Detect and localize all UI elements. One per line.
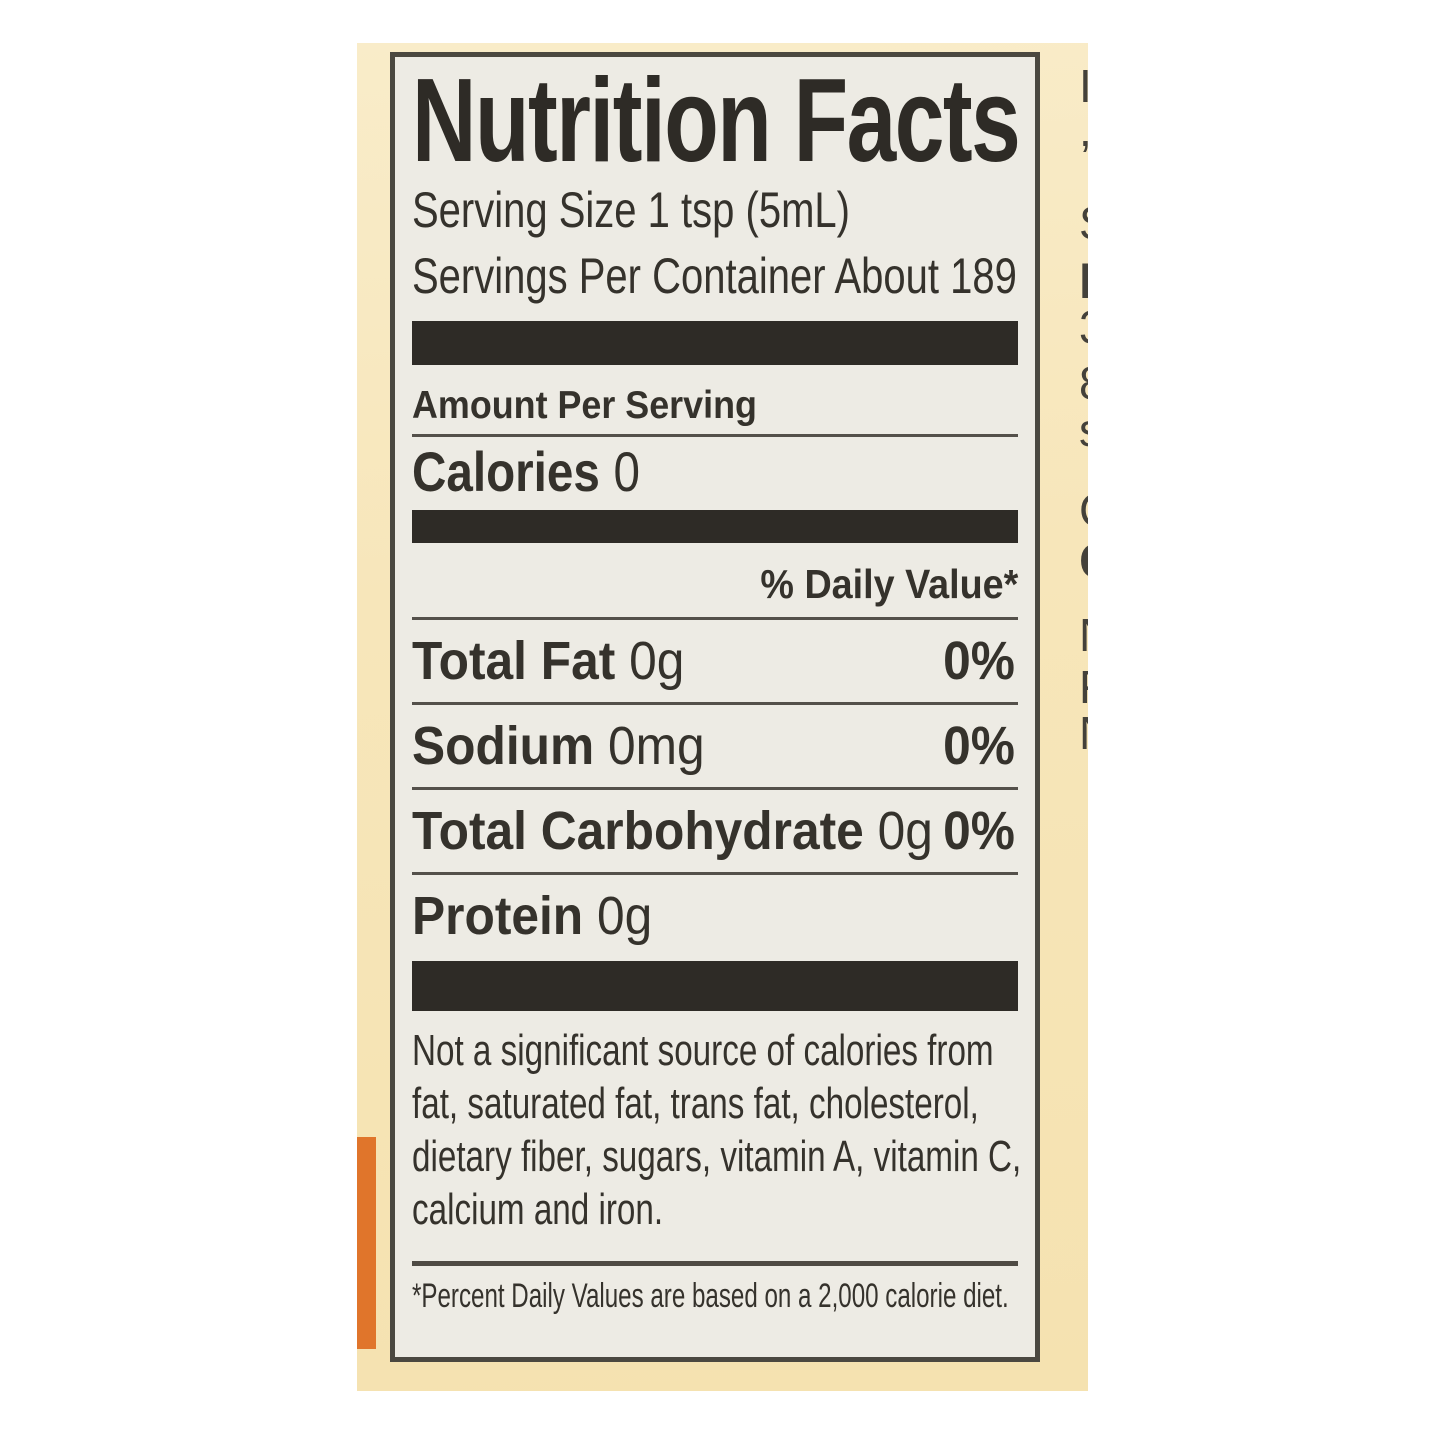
- calories-row: Calories 0: [412, 441, 1018, 503]
- adjacent-panel-edge: I , S I 3 8 s C G N F N: [1079, 43, 1088, 1391]
- nutrient-daily-value: 0%: [943, 631, 1015, 691]
- separator-bar-bottom: [412, 961, 1018, 1011]
- separator-bar-top: [412, 321, 1018, 365]
- nutrient-row-total-fat: Total Fat 0g 0%: [412, 620, 1018, 702]
- cut-off-letter: 8: [1079, 360, 1088, 406]
- cut-off-letter: 3: [1079, 304, 1088, 350]
- nutrient-row-sodium: Sodium 0mg 0%: [412, 705, 1018, 787]
- nutrient-amount: 0mg: [607, 716, 705, 776]
- disclaimer-text: Not a significant source of calories fro…: [412, 1024, 1031, 1236]
- separator-bar-calories: [412, 510, 1018, 543]
- nutrient-name: Sodium: [412, 716, 595, 776]
- footnote-rule: [412, 1261, 1018, 1266]
- cut-off-letter: I: [1079, 60, 1088, 112]
- nutrient-name: Total Fat: [412, 631, 616, 691]
- serving-size-line: Serving Size 1 tsp (5mL): [412, 177, 1018, 243]
- amount-per-serving-label: Amount Per Serving: [412, 384, 757, 427]
- disclaimer-line: Not a significant source of calories fro…: [412, 1026, 994, 1075]
- cut-off-letter: I: [1079, 253, 1088, 309]
- nutrient-amount: 0g: [629, 631, 685, 691]
- divider-hairline: [412, 872, 1018, 875]
- nutrient-amount: 0g: [596, 886, 653, 946]
- nutrient-daily-value: 0%: [943, 801, 1015, 861]
- cut-off-letter: s: [1079, 407, 1088, 453]
- cut-off-letter: G: [1079, 536, 1088, 586]
- servings-per-container-line: Servings Per Container About 189: [412, 243, 1018, 309]
- disclaimer-line: dietary fiber, sugars, vitamin A, vitami…: [412, 1132, 1022, 1181]
- divider-hairline: [412, 702, 1018, 705]
- servings-per-container-text: Servings Per Container About 189: [412, 248, 1017, 304]
- amount-per-serving-row: Amount Per Serving: [412, 385, 1018, 427]
- footnote-text: *Percent Daily Values are based on a 2,0…: [412, 1277, 1009, 1315]
- nutrient-daily-value: 0%: [943, 716, 1015, 776]
- daily-value-header: % Daily Value*: [760, 561, 1018, 607]
- daily-value-header-row: % Daily Value*: [412, 561, 1018, 607]
- orange-accent-stripe: [357, 1137, 376, 1349]
- nutrient-name: Total Carbohydrate: [412, 801, 864, 861]
- footnote-row: *Percent Daily Values are based on a 2,0…: [412, 1273, 1018, 1319]
- serving-size-text: Serving Size 1 tsp (5mL): [412, 182, 850, 238]
- nutrient-amount: 0g: [877, 801, 933, 861]
- cut-off-letter: ,: [1079, 107, 1088, 153]
- cut-off-letter: C: [1079, 487, 1088, 533]
- nutrient-name: Protein: [412, 886, 584, 946]
- cut-off-letter: N: [1079, 612, 1088, 658]
- cut-off-letter: S: [1079, 200, 1088, 246]
- bottle-label-photo: Nutrition Facts Serving Size 1 tsp (5mL)…: [357, 43, 1088, 1391]
- divider-hairline: [412, 787, 1018, 790]
- nutrition-facts-panel: Nutrition Facts Serving Size 1 tsp (5mL)…: [390, 52, 1040, 1362]
- nutrient-row-protein: Protein 0g: [412, 875, 1018, 957]
- divider-hairline: [412, 434, 1018, 437]
- disclaimer-line: calcium and iron.: [412, 1185, 664, 1234]
- nutrition-facts-title: Nutrition Facts: [412, 54, 1021, 187]
- divider-hairline: [412, 617, 1018, 620]
- nutrient-row-total-carbohydrate: Total Carbohydrate 0g 0%: [412, 790, 1018, 872]
- calories-value: 0: [613, 440, 640, 503]
- disclaimer-line: fat, saturated fat, trans fat, cholester…: [412, 1079, 979, 1128]
- calories-label: Calories: [412, 440, 600, 503]
- cut-off-letter: F: [1079, 664, 1088, 710]
- cut-off-letter: N: [1079, 710, 1088, 756]
